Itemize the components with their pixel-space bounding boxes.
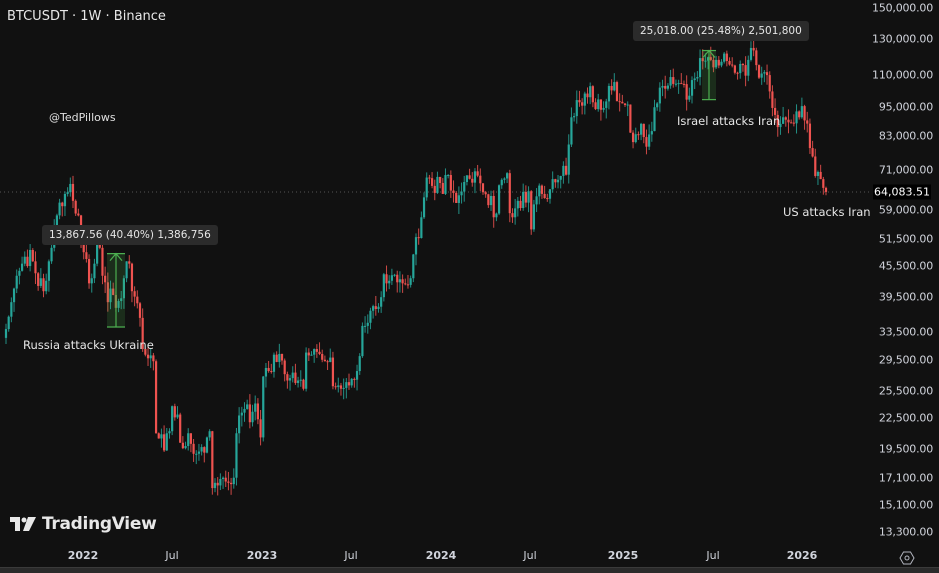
time-tick-label: 2022 xyxy=(67,549,99,562)
tradingview-logo-text: TradingView xyxy=(42,514,157,534)
price-tick-label: 59,000.00 xyxy=(878,203,933,217)
candlestick-plot[interactable] xyxy=(0,0,872,545)
time-tick-label: Jul xyxy=(165,549,179,562)
price-tick-label: 19,500.00 xyxy=(878,442,933,456)
author-handle: @TedPillows xyxy=(49,111,116,124)
price-tick-label: 51,500.00 xyxy=(878,232,933,246)
price-tick-label: 15,100.00 xyxy=(878,498,933,512)
price-tick-label: 83,000.00 xyxy=(878,129,933,143)
annotation-russia-ukraine: Russia attacks Ukraine xyxy=(23,338,154,352)
price-tick-label: 110,000.00 xyxy=(872,68,933,82)
time-tick-label: 2026 xyxy=(786,549,818,562)
time-tick-label: Jul xyxy=(523,549,537,562)
annotation-israel-iran: Israel attacks Iran xyxy=(677,114,781,128)
price-tick-label: 130,000.00 xyxy=(872,32,933,46)
price-tick-label: 45,500.00 xyxy=(878,259,933,273)
chart-pane[interactable] xyxy=(0,0,872,545)
measure-tool-2022[interactable] xyxy=(107,252,125,328)
price-tick-label: 17,100.00 xyxy=(878,471,933,485)
price-axis[interactable]: 150,000.00 130,000.00 110,000.00 95,000.00 8… xyxy=(872,0,939,545)
time-tick-label: 2025 xyxy=(607,549,639,562)
measure-badge-2022: 13,867.56 (40.40%) 1,386,756 xyxy=(42,225,218,245)
price-tick-label: 13,300.00 xyxy=(878,525,933,539)
tradingview-logo-icon xyxy=(10,517,36,531)
symbol-title[interactable]: BTCUSDT · 1W · Binance xyxy=(7,9,166,24)
annotation-us-iran: US attacks Iran xyxy=(783,205,871,219)
price-tick-label: 22,500.00 xyxy=(878,411,933,425)
chart-settings-icon[interactable] xyxy=(899,550,915,566)
last-price-label: 64,083.51 xyxy=(873,184,931,200)
measure-tool-2025[interactable] xyxy=(702,49,716,101)
measure-badge-2025: 25,018.00 (25.48%) 2,501,800 xyxy=(633,21,809,41)
price-tick-label: 33,500.00 xyxy=(878,325,933,339)
price-tick-label: 29,500.00 xyxy=(878,353,933,367)
candles xyxy=(4,38,828,496)
price-tick-label: 39,500.00 xyxy=(878,290,933,304)
time-tick-label: 2024 xyxy=(425,549,457,562)
time-axis[interactable]: 2022 Jul 2023 Jul 2024 Jul 2025 Jul 2026 xyxy=(0,545,872,567)
time-tick-label: 2023 xyxy=(246,549,278,562)
time-tick-label: Jul xyxy=(344,549,358,562)
time-tick-label: Jul xyxy=(706,549,720,562)
bottom-border xyxy=(0,567,939,573)
price-tick-label: 25,500.00 xyxy=(878,384,933,398)
price-tick-label: 71,000.00 xyxy=(878,163,933,177)
price-tick-label: 150,000.00 xyxy=(872,1,933,15)
tradingview-logo: TradingView xyxy=(10,514,157,534)
price-tick-label: 95,000.00 xyxy=(878,100,933,114)
